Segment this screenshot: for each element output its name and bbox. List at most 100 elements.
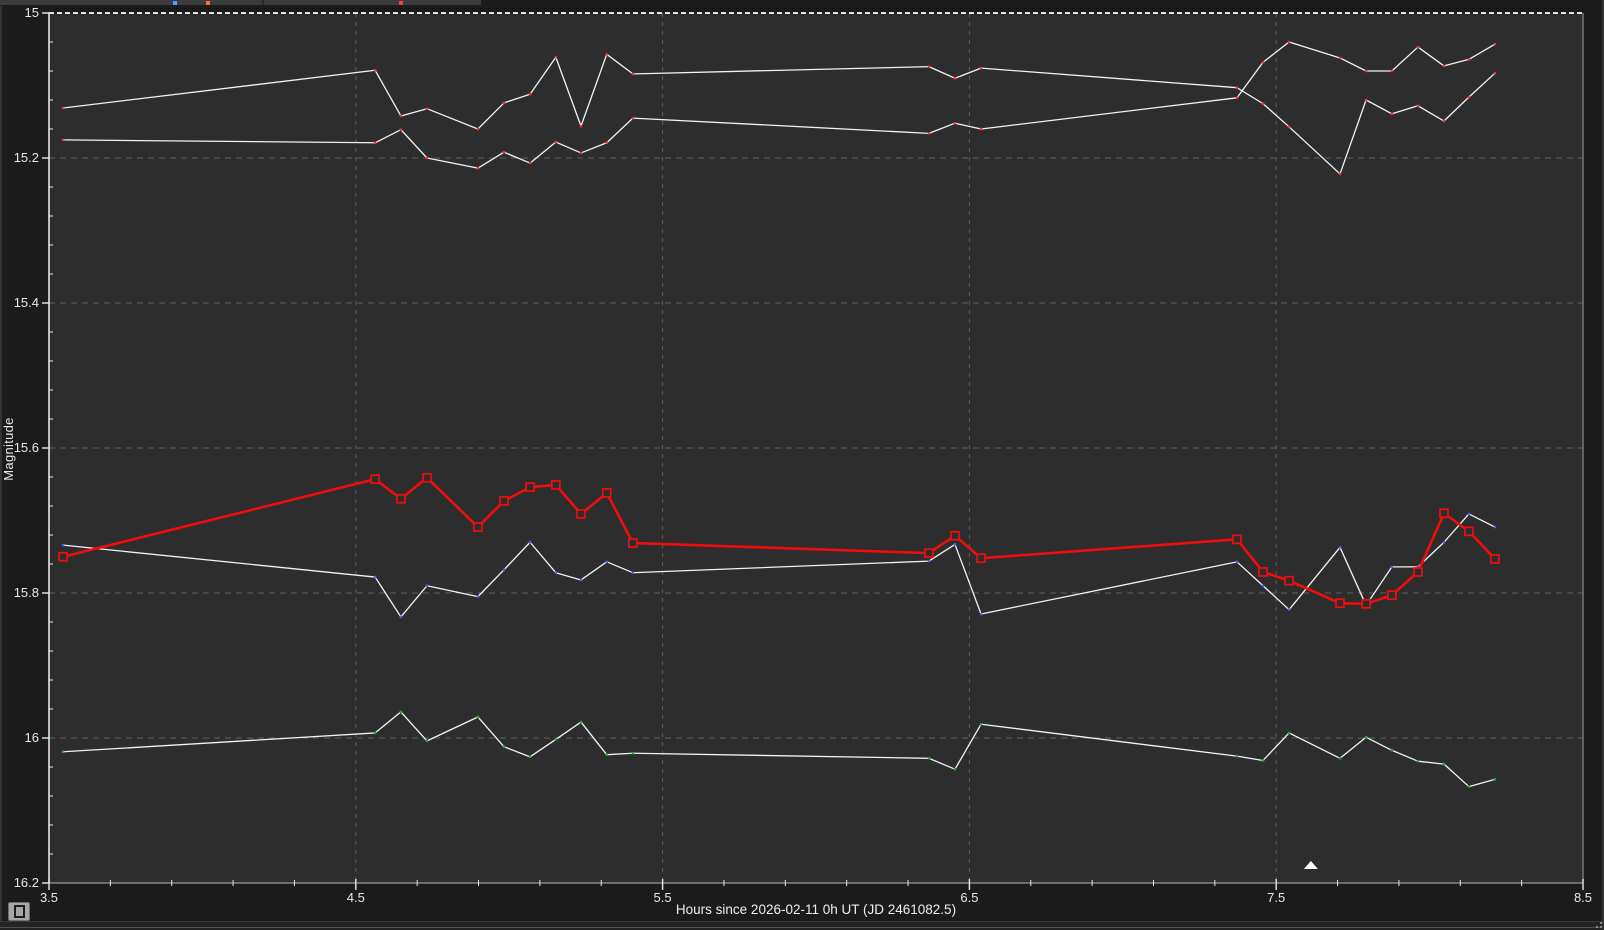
toolbar-blue-icon bbox=[173, 1, 177, 5]
vertex-dot-comp-star-4 bbox=[61, 750, 65, 753]
y-axis-title: Magnitude bbox=[1, 417, 16, 481]
vertex-dot-comp-star-2 bbox=[1493, 42, 1497, 46]
vertex-dot-comp-star-3 bbox=[1235, 560, 1239, 564]
vertex-dot-comp-star-1 bbox=[373, 69, 377, 72]
vertex-dot-comp-star-1 bbox=[1364, 98, 1368, 102]
data-point-marker-target-variable-star[interactable] bbox=[1439, 508, 1449, 519]
vertex-dot-comp-star-3 bbox=[605, 560, 608, 564]
vertex-dot-comp-star-1 bbox=[425, 107, 429, 110]
vertex-dot-comp-star-2 bbox=[927, 132, 931, 135]
vertex-dot-comp-star-2 bbox=[1442, 64, 1446, 68]
vertex-dot-comp-star-1 bbox=[1338, 172, 1342, 176]
vertex-dot-comp-star-1 bbox=[1416, 104, 1420, 107]
vertex-dot-comp-star-4 bbox=[579, 720, 583, 724]
vertex-dot-comp-star-4 bbox=[927, 757, 931, 760]
vertex-dot-comp-star-3 bbox=[1261, 584, 1265, 587]
y-tick-label: 15.2 bbox=[14, 150, 39, 165]
data-point-marker-target-variable-star[interactable] bbox=[1232, 534, 1242, 545]
vertex-dot-comp-star-4 bbox=[373, 731, 377, 735]
data-point-marker-target-variable-star[interactable] bbox=[576, 509, 586, 519]
data-point-marker-target-variable-star[interactable] bbox=[627, 538, 638, 548]
vertex-dot-comp-star-2 bbox=[425, 156, 429, 160]
vertex-dot-comp-star-3 bbox=[528, 541, 532, 544]
data-point-marker-target-variable-star[interactable] bbox=[473, 522, 483, 532]
vertex-dot-comp-star-4 bbox=[502, 745, 506, 748]
vertex-dot-comp-star-1 bbox=[927, 65, 931, 68]
data-point-marker-target-variable-star[interactable] bbox=[1258, 567, 1268, 577]
vertex-dot-comp-star-4 bbox=[1338, 757, 1342, 760]
vertex-dot-comp-star-4 bbox=[399, 710, 403, 714]
x-tick-label: 4.5 bbox=[347, 890, 365, 905]
data-point-marker-target-variable-star[interactable] bbox=[499, 496, 509, 506]
toolbar-divider bbox=[262, 0, 264, 5]
y-tick-label: 15 bbox=[25, 5, 39, 20]
vertex-dot-comp-star-2 bbox=[1364, 69, 1368, 73]
data-point-marker-target-variable-star[interactable] bbox=[525, 482, 535, 492]
data-point-marker-target-variable-star[interactable] bbox=[1284, 575, 1294, 586]
vertex-dot-comp-star-2 bbox=[399, 128, 403, 131]
y-tick-label: 16.2 bbox=[14, 875, 39, 890]
x-axis-title: Hours since 2026-02-11 0h UT (JD 2461082… bbox=[675, 902, 957, 917]
vertex-dot-comp-star-1 bbox=[554, 56, 558, 59]
data-point-marker-target-variable-star[interactable] bbox=[1387, 590, 1397, 601]
vertex-dot-comp-star-1 bbox=[61, 106, 65, 110]
vertex-dot-comp-star-2 bbox=[953, 122, 957, 125]
window-bottom-bar bbox=[0, 921, 1604, 930]
window-resize-grip[interactable] bbox=[1593, 919, 1603, 929]
data-point-marker-target-variable-star[interactable] bbox=[58, 551, 68, 562]
data-point-marker-target-variable-star[interactable] bbox=[1490, 554, 1500, 564]
vertex-dot-comp-star-1 bbox=[579, 124, 583, 128]
data-point-marker-target-variable-star[interactable] bbox=[1361, 599, 1371, 609]
vertex-dot-comp-star-1 bbox=[1442, 119, 1446, 123]
vertex-dot-comp-star-2 bbox=[979, 127, 983, 131]
vertex-dot-comp-star-3 bbox=[425, 584, 429, 587]
data-point-marker-target-variable-star[interactable] bbox=[1335, 598, 1345, 609]
vertex-dot-comp-star-4 bbox=[476, 715, 480, 719]
data-point-marker-target-variable-star[interactable] bbox=[950, 530, 960, 541]
x-tick-label: 5.5 bbox=[654, 890, 672, 905]
vertex-dot-comp-star-4 bbox=[1493, 778, 1497, 781]
data-point-marker-target-variable-star[interactable] bbox=[1464, 526, 1474, 537]
vertex-dot-comp-star-1 bbox=[502, 101, 506, 105]
vertex-dot-comp-star-2 bbox=[1338, 56, 1342, 60]
vertex-dot-comp-star-3 bbox=[979, 612, 983, 616]
vertex-dot-comp-star-4 bbox=[1416, 760, 1420, 763]
vertex-dot-comp-star-4 bbox=[528, 755, 532, 759]
data-point-marker-target-variable-star[interactable] bbox=[601, 488, 612, 498]
vertex-dot-comp-star-3 bbox=[1287, 608, 1291, 611]
vertex-dot-comp-star-1 bbox=[476, 127, 480, 131]
vertex-dot-comp-star-3 bbox=[953, 543, 957, 546]
vertex-dot-comp-star-3 bbox=[1467, 512, 1471, 516]
vertex-dot-comp-star-4 bbox=[1442, 762, 1446, 766]
y-tick-label: 15.4 bbox=[14, 295, 39, 310]
vertex-dot-comp-star-4 bbox=[1235, 754, 1239, 758]
vertex-dot-comp-star-4 bbox=[605, 753, 608, 756]
vertex-dot-comp-star-3 bbox=[502, 568, 506, 571]
cropped-toolbar bbox=[0, 0, 481, 5]
x-tick-label: 3.5 bbox=[40, 890, 58, 905]
data-point-marker-target-variable-star[interactable] bbox=[976, 553, 986, 564]
vertex-dot-comp-star-3 bbox=[399, 615, 403, 619]
vertex-dot-comp-star-4 bbox=[1364, 736, 1368, 739]
data-point-marker-target-variable-star[interactable] bbox=[1413, 567, 1423, 577]
data-point-marker-target-variable-star[interactable] bbox=[550, 480, 561, 490]
data-point-marker-target-variable-star[interactable] bbox=[422, 472, 432, 483]
vertex-dot-comp-star-2 bbox=[1261, 61, 1265, 64]
vertex-dot-comp-star-1 bbox=[631, 72, 635, 76]
window-right-border bbox=[1602, 0, 1604, 929]
vertex-dot-comp-star-2 bbox=[1416, 45, 1420, 49]
vertex-dot-comp-star-1 bbox=[953, 77, 957, 80]
vertex-dot-comp-star-1 bbox=[979, 66, 983, 70]
plot-corner-toggle-button[interactable] bbox=[8, 902, 30, 921]
series-line-comp-star-3 bbox=[63, 513, 1496, 618]
data-point-marker-target-variable-star[interactable] bbox=[396, 493, 406, 504]
toolbar-red-icon bbox=[399, 1, 403, 5]
vertex-dot-comp-star-2 bbox=[502, 151, 506, 154]
data-point-marker-target-variable-star[interactable] bbox=[370, 474, 380, 485]
data-point-marker-target-variable-star[interactable] bbox=[924, 548, 934, 558]
time-marker-triangle-icon bbox=[1303, 861, 1318, 869]
vertex-dot-comp-star-2 bbox=[1390, 69, 1394, 73]
